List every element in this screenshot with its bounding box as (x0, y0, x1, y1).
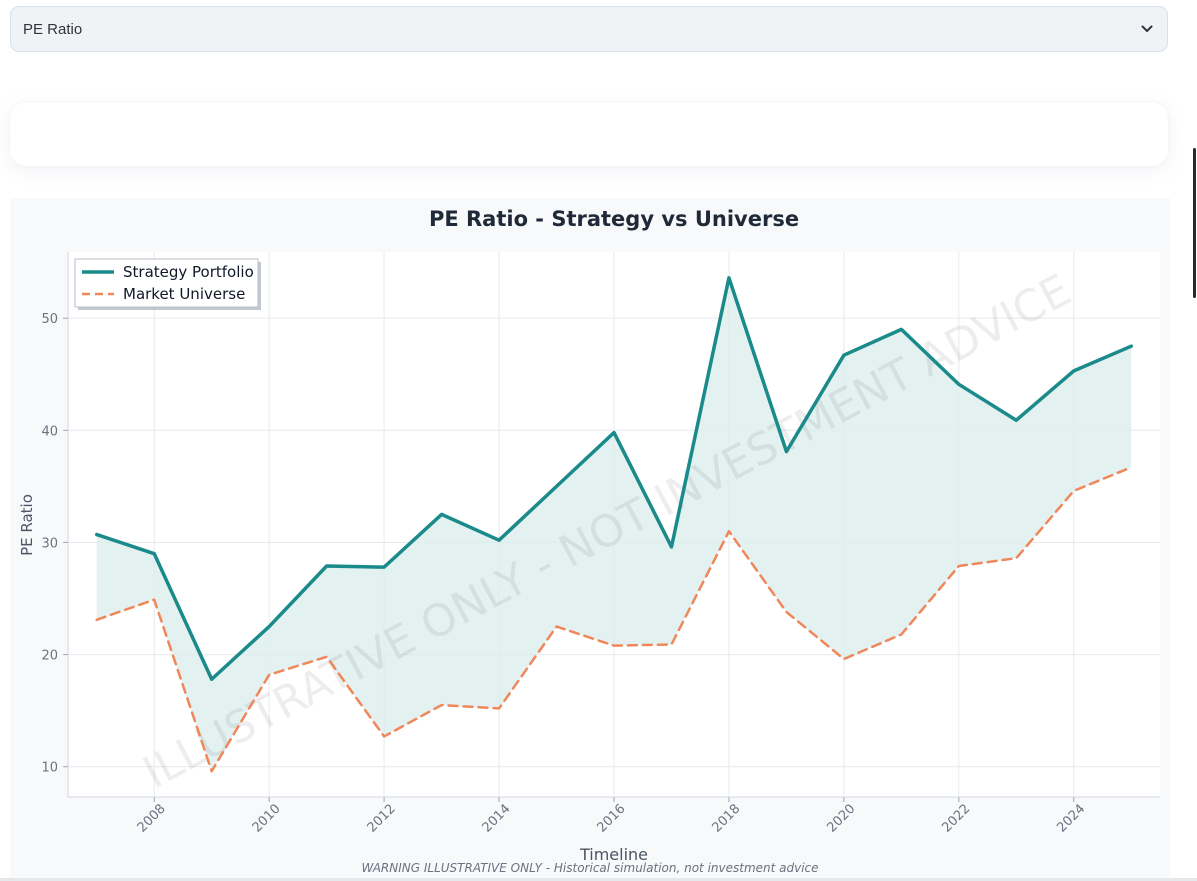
x-tick-label: 2010 (250, 802, 284, 836)
pe-ratio-chart: ILLUSTRATIVE ONLY - NOT INVESTMENT ADVIC… (18, 207, 1160, 875)
empty-card (10, 102, 1168, 166)
legend-label-strategy: Strategy Portfolio (123, 263, 254, 281)
chevron-down-icon[interactable] (1139, 21, 1155, 37)
y-tick-label: 10 (41, 761, 58, 776)
x-tick-label: 2014 (480, 802, 514, 836)
x-tick-label: 2020 (824, 802, 858, 836)
fill-between-polygon (96, 277, 1132, 772)
y-tick-label: 40 (41, 424, 58, 439)
metric-select-value: PE Ratio (23, 20, 83, 38)
x-tick-label: 2012 (365, 802, 399, 836)
x-tick-label: 2022 (939, 802, 973, 836)
fill-between-area (96, 277, 1132, 772)
series-lines (94, 276, 1134, 773)
x-axis-label: Timeline (579, 845, 648, 864)
legend: Strategy Portfolio Market Universe (74, 258, 261, 310)
y-tick-label: 20 (41, 649, 58, 664)
legend-label-market: Market Universe (123, 285, 245, 303)
y-tick-label: 50 (41, 312, 58, 327)
metric-select[interactable]: PE Ratio (10, 6, 1168, 52)
axes (63, 252, 1160, 802)
x-tick-label: 2008 (135, 802, 169, 836)
chart-title: PE Ratio - Strategy vs Universe (429, 207, 799, 231)
y-tick-labels: 10 20 30 40 50 (41, 312, 58, 776)
y-axis-label: PE Ratio (18, 494, 36, 556)
x-tick-label: 2024 (1054, 802, 1088, 836)
y-tick-label: 30 (41, 536, 58, 551)
x-tick-labels: 2008 2010 2012 2014 2016 2018 2020 2022 2024 (135, 802, 1089, 836)
footnote: WARNING ILLUSTRATIVE ONLY - Historical s… (361, 861, 818, 875)
x-tick-label: 2016 (595, 802, 629, 836)
x-tick-label: 2018 (709, 802, 743, 836)
page-bottom-border (0, 878, 1197, 881)
chart-card: ILLUSTRATIVE ONLY - NOT INVESTMENT ADVIC… (10, 198, 1170, 881)
scrollbar-thumb[interactable] (1193, 148, 1196, 298)
